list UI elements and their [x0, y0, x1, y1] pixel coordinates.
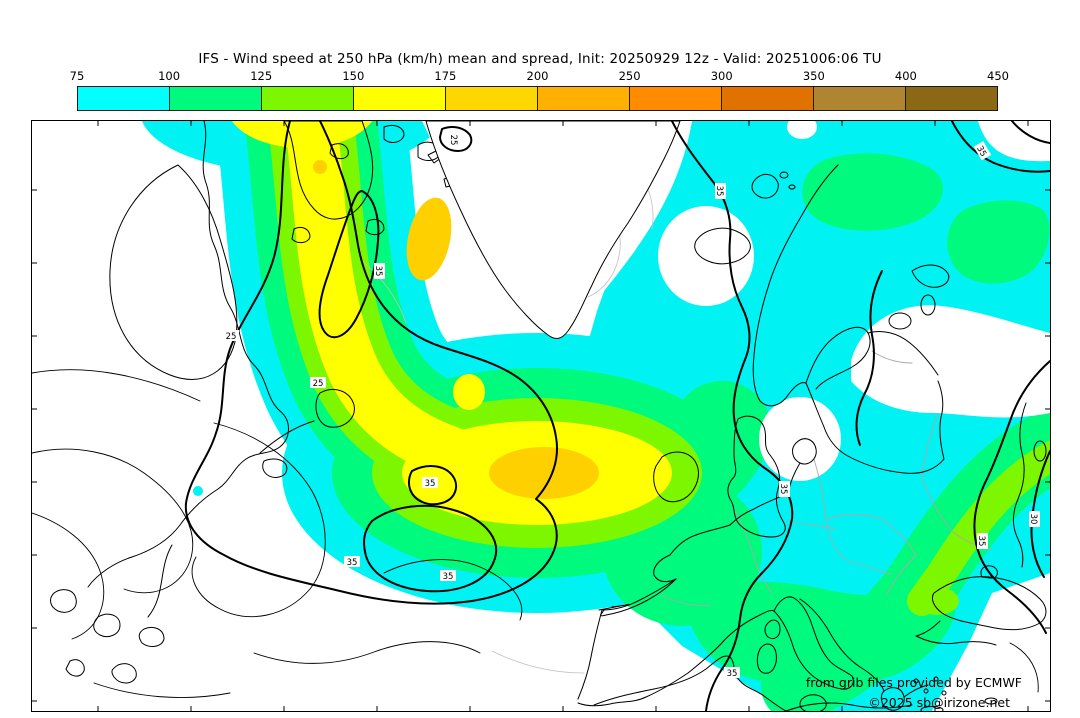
thick-spread-contours	[184, 121, 1050, 711]
credit-copyright: ©2025 sb@irizone.net	[868, 695, 1010, 710]
colorbar-segment-300-350	[722, 87, 814, 110]
colorbar-tick: 100	[158, 69, 181, 83]
colorbar-segment-75-100	[78, 87, 170, 110]
colorbar-tick: 450	[987, 69, 1009, 83]
colorbar	[77, 86, 998, 111]
frame-tick-marks	[32, 121, 1050, 711]
svg-text:25: 25	[313, 379, 324, 389]
colorbar-segment-400-450	[906, 87, 997, 110]
colorbar-segment-125-150	[262, 87, 354, 110]
svg-text:35: 35	[714, 186, 724, 197]
svg-text:35: 35	[974, 144, 988, 158]
svg-text:25: 25	[448, 135, 458, 146]
colorbar-segment-150-175	[354, 87, 446, 110]
colorbar-tick: 75	[69, 69, 85, 83]
colorbar-segment-100-125	[170, 87, 262, 110]
colorbar-segment-250-300	[630, 87, 722, 110]
colorbar-tick-labels: 75 100 125 150 175 200 250 300 350 400 450	[0, 69, 1080, 83]
svg-text:35: 35	[727, 669, 738, 679]
colorbar-segment-175-200	[446, 87, 538, 110]
colorbar-tick: 250	[618, 69, 641, 83]
contour-value-labels: 25 25 35 35 35 35 35 35 35 30 35 35 25	[223, 132, 1040, 679]
svg-text:35: 35	[425, 479, 436, 489]
colorbar-tick: 350	[802, 69, 825, 83]
colorbar-tick: 175	[434, 69, 457, 83]
svg-text:35: 35	[443, 572, 454, 582]
country-borders	[660, 350, 993, 606]
colorbar-segment-350-400	[814, 87, 906, 110]
svg-text:35: 35	[347, 558, 358, 568]
colorbar-tick: 200	[526, 69, 549, 83]
credit-ecmwf: from grib files provided by ECMWF	[806, 675, 1022, 690]
svg-text:35: 35	[778, 484, 788, 495]
svg-text:30: 30	[1028, 514, 1038, 525]
colorbar-tick: 300	[710, 69, 733, 83]
weather-map: 25 25 35 35 35 35 35 35 35 30 35 35 25 from grib fil…	[31, 120, 1051, 712]
colorbar-segment-200-250	[538, 87, 630, 110]
svg-text:35: 35	[976, 536, 986, 547]
map-title: IFS - Wind speed at 250 hPa (km/h) mean …	[198, 51, 882, 67]
colorbar-tick: 150	[342, 69, 365, 83]
svg-text:25: 25	[226, 332, 237, 342]
svg-text:35: 35	[373, 266, 383, 277]
map-canvas: 25 25 35 35 35 35 35 35 35 30 35 35 25 from grib fil…	[32, 121, 1050, 711]
colorbar-tick: 400	[894, 69, 917, 83]
colorbar-tick: 125	[250, 69, 273, 83]
